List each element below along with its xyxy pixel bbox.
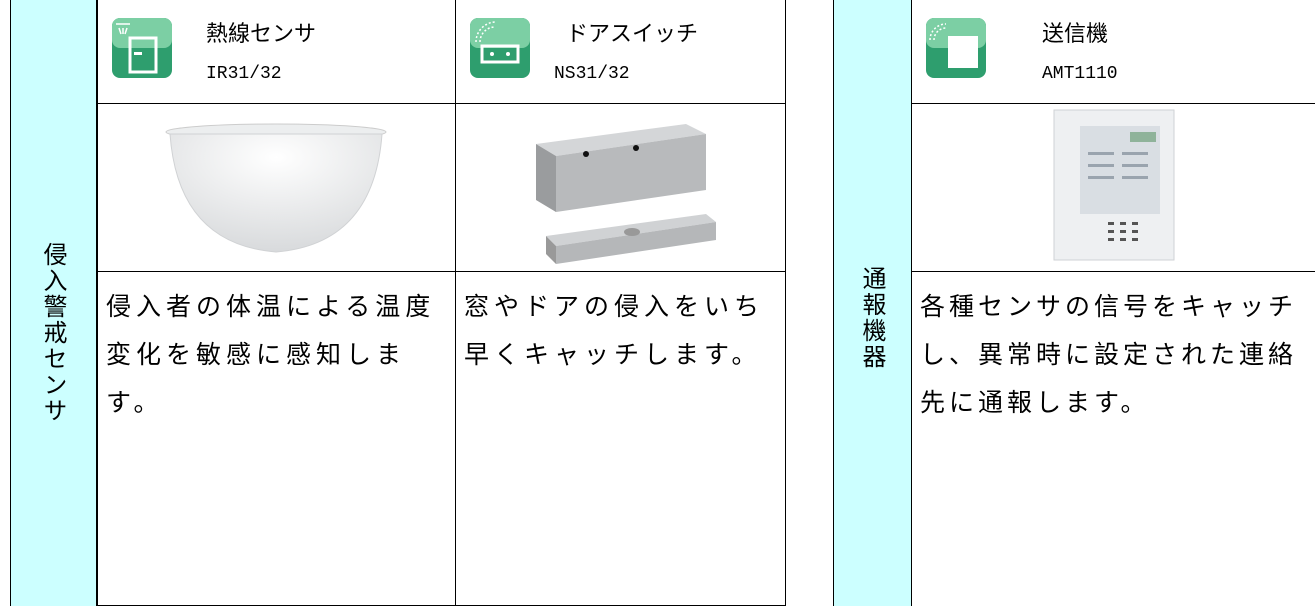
icon bbox=[470, 18, 530, 78]
sensor-image bbox=[165, 123, 387, 253]
category-label: 侵入警戒センサ bbox=[39, 242, 67, 424]
item-description: 侵入者の体温による温度変化を敏感に感知します。 bbox=[106, 294, 436, 417]
desc-cell: 侵入者の体温による温度変化を敏感に感知します。 bbox=[97, 272, 455, 606]
desc-cell: 各種センサの信号をキャッチし、異常時に設定された連絡先に通報します。 bbox=[912, 272, 1315, 606]
item-description: 各種センサの信号をキャッチし、異常時に設定された連絡先に通報します。 bbox=[920, 294, 1298, 417]
item-model: AMT1110 bbox=[1042, 64, 1118, 84]
header-cell: ドアスイッチ NS31/32 bbox=[455, 0, 786, 104]
header-cell: 熱線センサ IR31/32 bbox=[97, 0, 455, 104]
transmitter-image bbox=[1053, 109, 1175, 261]
icon bbox=[926, 18, 986, 78]
desc-cell: 窓やドアの侵入をいち早くキャッチします。 bbox=[455, 272, 786, 606]
switch-image bbox=[536, 124, 716, 264]
category-cell: 侵入警戒センサ bbox=[10, 0, 97, 606]
image-cell bbox=[455, 104, 786, 272]
item-model: NS31/32 bbox=[554, 64, 630, 84]
header-cell: 送信機 AMT1110 bbox=[912, 0, 1315, 104]
category-label: 通報機器 bbox=[858, 266, 886, 370]
item-name: 送信機 bbox=[1042, 21, 1109, 46]
item-model: IR31/32 bbox=[206, 64, 282, 84]
item-name: ドアスイッチ bbox=[566, 21, 699, 46]
image-cell bbox=[912, 104, 1315, 272]
category-cell: 通報機器 bbox=[833, 0, 912, 606]
item-name: 熱線センサ bbox=[206, 21, 317, 46]
image-cell bbox=[97, 104, 455, 272]
item-description: 窓やドアの侵入をいち早くキャッチします。 bbox=[464, 294, 765, 369]
icon bbox=[112, 18, 172, 78]
